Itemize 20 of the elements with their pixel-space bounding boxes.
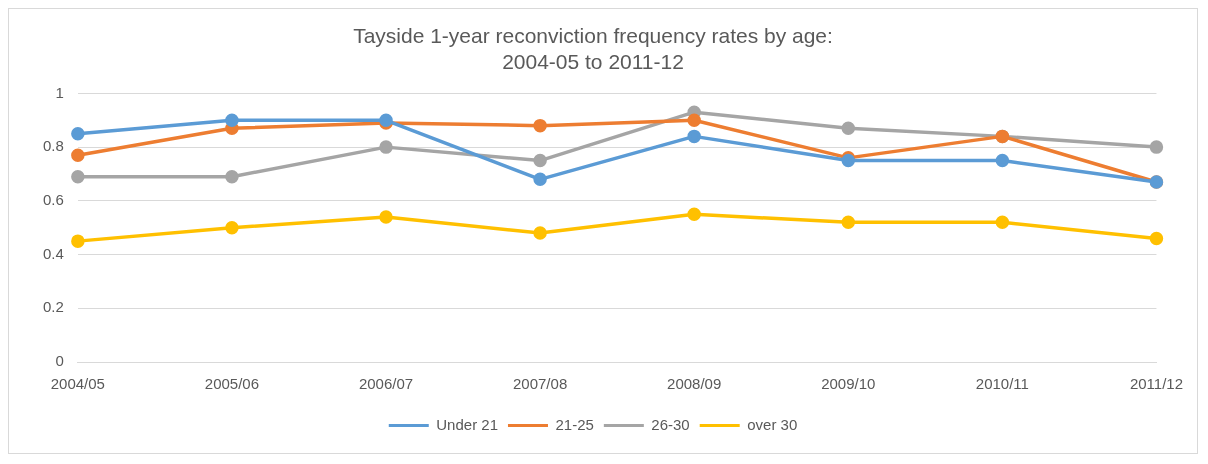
text: 2004-05 to 2011-12 [502, 49, 684, 73]
y-tick-label: 0 [55, 352, 64, 370]
y-tick-label: 0.6 [42, 190, 64, 208]
x-tick-label: 2006/07 [358, 375, 414, 393]
x-tick-label: 2010/11 [975, 375, 1029, 393]
x-tick-label: 2004/05 [50, 375, 105, 393]
legend-label: over 30 [747, 415, 798, 433]
legend-label: 26-30 [651, 415, 690, 433]
x-tick-label: 2011/12 [1129, 375, 1183, 393]
x-tick-label: 2009/10 [821, 375, 876, 393]
x-tick-label: 2005/06 [204, 375, 260, 393]
y-tick-label: 0.2 [42, 298, 64, 316]
text: Tayside 1-year reconviction frequency rates by age: [353, 24, 833, 48]
y-tick-label: 0.8 [42, 137, 64, 155]
x-tick-label: 2007/08 [512, 375, 568, 393]
legend-label: 21-25 [555, 415, 594, 433]
x-tick-label: 2008/09 [667, 375, 722, 393]
y-tick-label: 0.4 [42, 244, 64, 262]
y-tick-label: 1 [55, 83, 64, 101]
legend-label: Under 21 [436, 415, 498, 433]
